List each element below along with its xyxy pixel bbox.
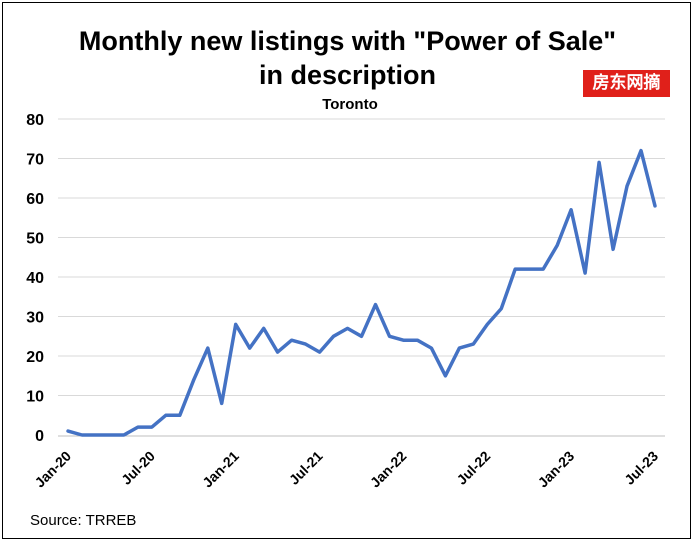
y-tick-label: 50 — [26, 231, 44, 248]
x-tick-label: Jan-21 — [199, 448, 242, 491]
x-tick-label: Jul-20 — [118, 448, 158, 488]
series-line — [66, 148, 657, 437]
x-tick-label: Jul-22 — [453, 448, 493, 488]
x-tick-label: Jul-23 — [621, 448, 661, 488]
y-tick-label: 80 — [26, 112, 44, 129]
y-tick-label: 10 — [26, 389, 44, 406]
y-tick-label: 60 — [26, 191, 44, 208]
x-tick-label: Jul-21 — [286, 448, 326, 488]
x-tick-label: Jan-23 — [535, 448, 578, 491]
watermark-badge: 房东网摘 — [583, 70, 670, 97]
y-axis-ticks: 0 10 20 30 40 50 60 70 80 — [26, 112, 44, 445]
source-note: Source: TRREB — [30, 512, 137, 529]
y-tick-label: 30 — [26, 310, 44, 327]
x-axis-ticks: Jan-20 Jul-20 Jan-21 Jul-21 Jan-22 Jul-22 Jan-… — [31, 448, 661, 491]
x-tick-label: Jan-20 — [31, 448, 74, 491]
x-tick-label: Jan-22 — [367, 448, 410, 491]
y-tick-label: 70 — [26, 152, 44, 169]
y-tick-label: 20 — [26, 349, 44, 366]
series-group — [66, 148, 657, 437]
gridlines — [58, 118, 665, 396]
chart-title-line-1: Monthly new listings with "Power of Sale… — [78, 26, 617, 56]
y-tick-label: 0 — [35, 428, 44, 445]
y-tick-label: 40 — [26, 270, 44, 287]
chart-subtitle: Toronto — [322, 96, 378, 113]
chart-title-line-2: in description — [258, 60, 437, 90]
